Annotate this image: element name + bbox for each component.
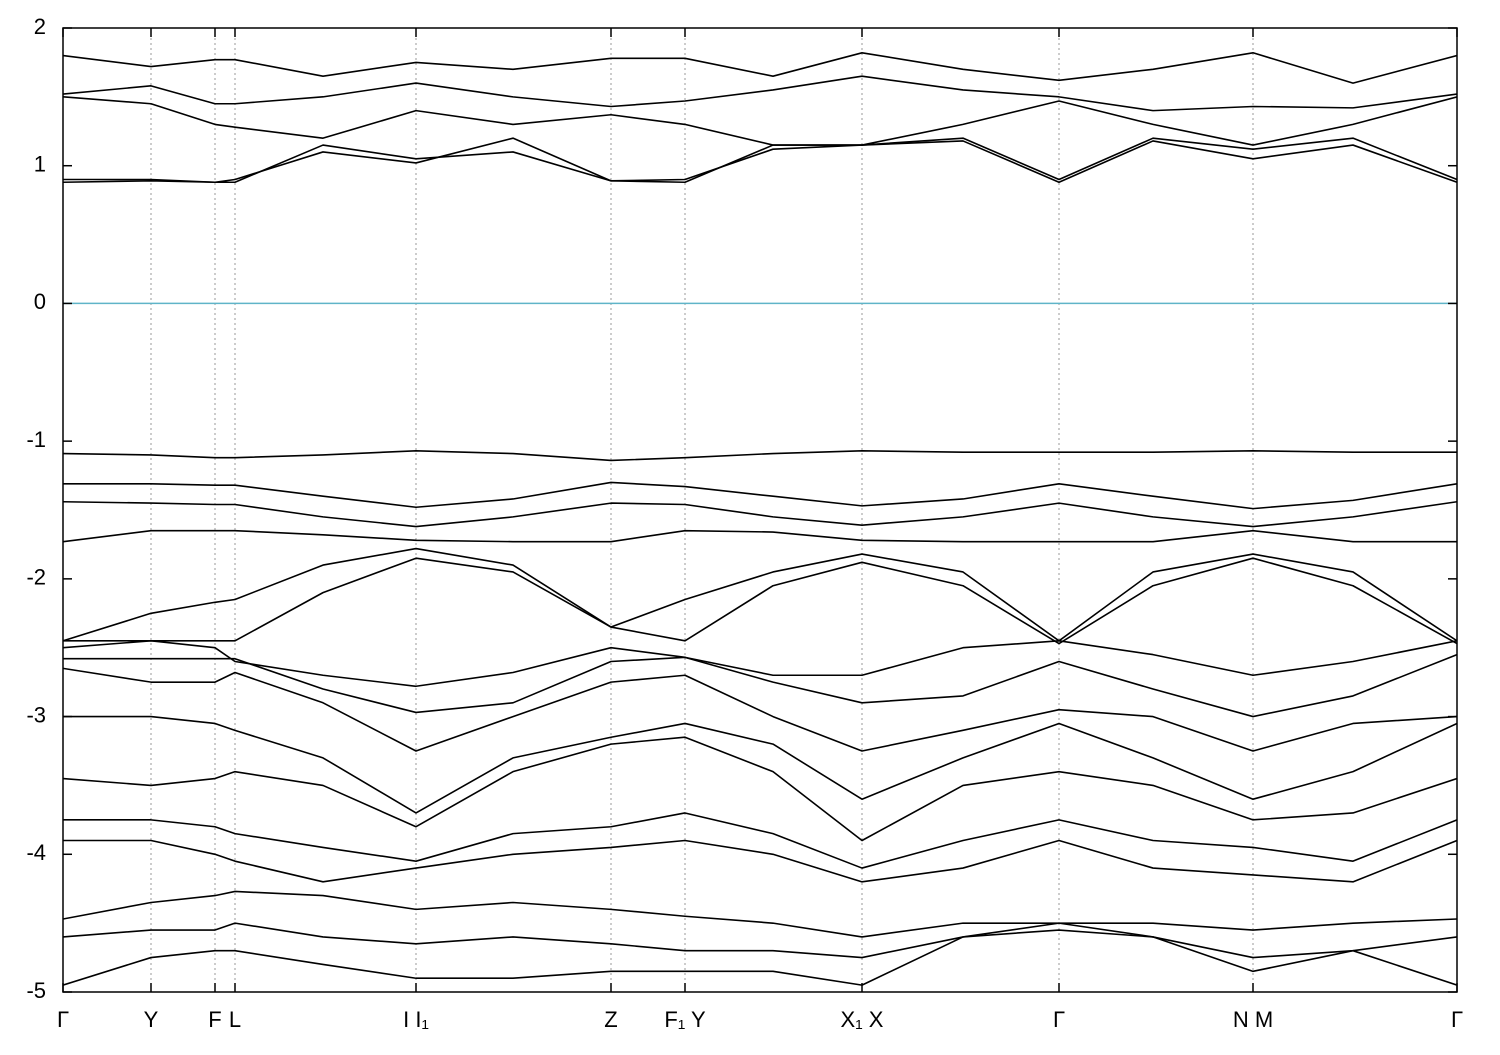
y-tick-label: 2 xyxy=(34,14,46,39)
band-line xyxy=(63,481,1457,510)
band-line xyxy=(63,529,1457,543)
band-line xyxy=(63,75,1457,112)
band-line xyxy=(63,812,1457,869)
y-tick-label: -2 xyxy=(26,565,46,590)
plot-frame xyxy=(62,27,1458,993)
x-tick-label: X₁ X xyxy=(841,1007,884,1032)
x-tick-label: Y xyxy=(144,1007,159,1032)
band-line xyxy=(63,653,1457,718)
x-tick-label: Γ xyxy=(57,1007,69,1032)
band-line xyxy=(63,547,1457,642)
y-tick-label: -4 xyxy=(26,840,46,865)
band-line xyxy=(63,736,1457,842)
y-tick-label: -5 xyxy=(26,978,46,1003)
band-line xyxy=(63,51,1457,84)
x-tick-label: F₁ Y xyxy=(664,1007,706,1032)
band-line xyxy=(63,640,1457,688)
band-line xyxy=(63,922,1457,959)
x-tick-label: F xyxy=(208,1007,221,1032)
band-line xyxy=(63,890,1457,938)
y-tick-label: 0 xyxy=(34,289,46,314)
x-tick-label: Z xyxy=(604,1007,617,1032)
band-line xyxy=(63,96,1457,146)
grid xyxy=(62,28,1458,992)
x-tick-label: L xyxy=(229,1007,241,1032)
band-line xyxy=(63,715,1457,814)
y-tick-label: 1 xyxy=(34,152,46,177)
x-tick-label: Γ xyxy=(1451,1007,1463,1032)
band-line xyxy=(63,449,1457,462)
bands xyxy=(63,51,1457,986)
band-line xyxy=(63,137,1457,184)
x-tick-label: N M xyxy=(1233,1007,1273,1032)
y-tick-label: -1 xyxy=(26,427,46,452)
x-tick-label: Γ xyxy=(1053,1007,1065,1032)
axes: -5 -4 -3 -2 -1 0 1 2 Γ Y F L I I₁ Z F₁ Y X₁ X Γ N M Γ xyxy=(26,14,1463,1032)
band-line xyxy=(63,500,1457,528)
band-line xyxy=(63,922,1457,986)
x-tick-label: I I₁ xyxy=(403,1007,429,1032)
band-line xyxy=(63,667,1457,752)
band-line xyxy=(63,557,1457,645)
y-tick-label: -3 xyxy=(26,702,46,727)
band-line xyxy=(63,839,1457,883)
band-line xyxy=(63,140,1457,184)
